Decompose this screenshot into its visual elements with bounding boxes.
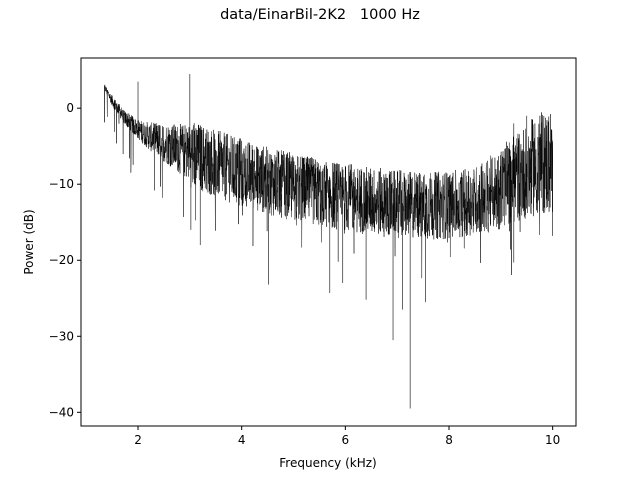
x-tick-label: 4 [238,433,246,447]
y-axis-label: Power (dB) [22,209,36,274]
y-tick-label: −30 [49,329,74,343]
y-axis-ticks: 0 −10 −20 −30 −40 [49,101,81,419]
x-axis-ticks: 2 4 6 8 10 [134,426,560,447]
y-tick-label: −10 [49,177,74,191]
x-tick-label: 2 [134,433,142,447]
plot-frame [80,57,577,427]
y-tick-label: 0 [66,101,74,115]
y-tick-label: −40 [49,405,74,419]
spectrum-line [104,84,553,279]
chart-title: data/EinarBil-2K2 1000 Hz [220,7,420,23]
x-tick-label: 10 [545,433,560,447]
x-axis-label: Frequency (kHz) [279,456,376,470]
data-layer [104,73,553,409]
y-tick-label: −20 [49,253,74,267]
x-tick-label: 6 [342,433,350,447]
x-tick-label: 8 [445,433,453,447]
